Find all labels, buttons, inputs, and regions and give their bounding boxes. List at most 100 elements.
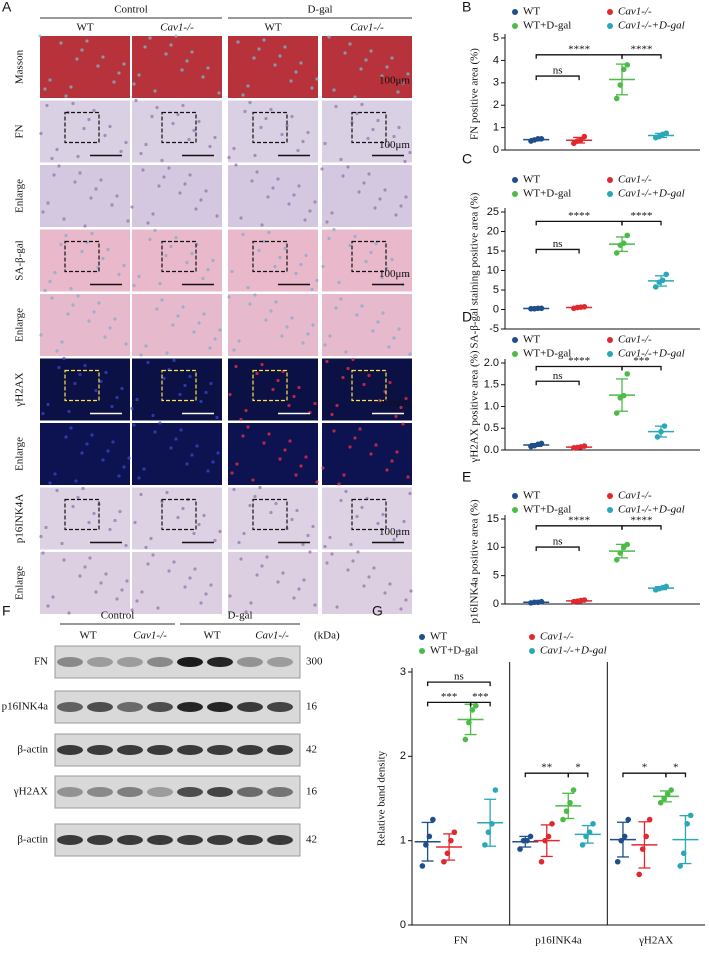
tissue-texture xyxy=(160,158,164,163)
y-tick-label: 0.5 xyxy=(484,422,499,434)
tissue-texture xyxy=(244,408,248,413)
band xyxy=(117,787,143,797)
band xyxy=(57,787,83,797)
tissue-texture xyxy=(41,551,45,555)
tissue-texture xyxy=(341,174,345,178)
tissue-texture xyxy=(381,512,385,517)
row-label: Enlarge xyxy=(14,179,26,213)
tissue-texture xyxy=(176,112,180,117)
micrograph xyxy=(322,358,412,421)
legend-label: Cav1-/- xyxy=(618,6,652,18)
tissue-texture xyxy=(113,317,117,321)
tissue-texture xyxy=(57,164,61,168)
data-point xyxy=(538,858,545,865)
micrograph xyxy=(132,358,222,421)
group-label: D-gal xyxy=(227,610,252,622)
tissue-texture xyxy=(403,159,407,164)
tissue-texture xyxy=(92,108,96,113)
zoom-box xyxy=(64,111,100,144)
y-tick-label: 10 xyxy=(487,264,499,276)
tissue-texture xyxy=(397,327,401,331)
y-tick-label: 2 xyxy=(400,750,406,762)
tissue-texture xyxy=(335,605,339,609)
data-point xyxy=(621,833,628,840)
band xyxy=(147,787,173,797)
tissue-texture xyxy=(43,87,47,91)
tissue-texture xyxy=(112,80,116,84)
tissue-texture xyxy=(199,399,203,404)
tissue-texture xyxy=(299,262,303,267)
band xyxy=(117,702,143,712)
data-point xyxy=(545,833,552,840)
data-point xyxy=(620,240,627,246)
tissue-texture xyxy=(158,281,162,286)
tissue-texture xyxy=(108,124,112,129)
data-point xyxy=(613,95,620,102)
panel-label: B xyxy=(462,0,471,15)
band xyxy=(117,657,143,667)
tissue-texture xyxy=(253,293,257,297)
group-label: Control xyxy=(114,4,148,16)
band xyxy=(147,745,173,755)
tissue-texture xyxy=(359,67,363,71)
tissue-texture xyxy=(290,517,294,522)
tissue-texture xyxy=(81,486,85,491)
data-point xyxy=(663,583,670,590)
micrograph xyxy=(322,165,412,227)
tissue-texture xyxy=(321,466,325,470)
band xyxy=(267,787,293,797)
data-point xyxy=(451,829,458,836)
tissue-texture xyxy=(399,405,403,410)
tissue-texture xyxy=(142,467,146,471)
tissue-texture xyxy=(204,592,208,596)
tissue-texture xyxy=(366,136,370,141)
significance-bracket xyxy=(535,54,623,59)
tissue-texture xyxy=(385,468,389,472)
tissue-texture xyxy=(180,68,184,72)
tissue-texture xyxy=(92,310,96,314)
tissue-texture xyxy=(306,533,310,538)
tissue-texture xyxy=(124,140,128,145)
tissue-texture xyxy=(193,567,197,571)
tissue-texture xyxy=(321,264,325,269)
tissue-texture xyxy=(211,460,215,464)
tissue-texture xyxy=(274,501,278,506)
tissue-texture xyxy=(299,61,303,65)
panel-label: F xyxy=(2,603,11,619)
band xyxy=(207,745,233,755)
tissue-texture xyxy=(369,452,373,456)
tissue-texture xyxy=(139,151,143,156)
tissue-texture xyxy=(278,457,282,461)
tissue-texture xyxy=(255,170,259,174)
tissue-texture xyxy=(73,180,77,184)
micrograph xyxy=(132,229,222,292)
y-tick-label: 20 xyxy=(487,225,499,237)
tissue-texture xyxy=(133,520,137,525)
tissue-texture xyxy=(304,455,308,459)
tissue-texture xyxy=(390,56,394,60)
tissue-texture xyxy=(408,352,412,356)
tissue-texture xyxy=(190,50,194,54)
tissue-texture xyxy=(228,392,232,397)
tissue-texture xyxy=(355,514,359,519)
data-point xyxy=(517,846,523,852)
tissue-texture xyxy=(71,303,75,307)
tissue-texture xyxy=(310,287,314,292)
significance-bracket xyxy=(621,525,662,530)
tissue-texture xyxy=(115,597,119,601)
legend-swatch xyxy=(529,648,535,654)
tissue-texture xyxy=(346,165,350,169)
significance-label: **** xyxy=(631,210,653,222)
data-point xyxy=(538,136,545,142)
tissue-texture xyxy=(401,81,405,85)
tissue-texture xyxy=(144,545,148,550)
data-point xyxy=(441,858,447,865)
tissue-texture xyxy=(208,144,212,149)
tissue-texture xyxy=(158,421,162,425)
tissue-texture xyxy=(149,536,153,541)
band xyxy=(237,745,263,755)
data-point xyxy=(684,821,691,827)
tissue-texture xyxy=(117,272,121,277)
y-tick-label: -5 xyxy=(489,323,499,335)
tissue-texture xyxy=(171,323,175,327)
